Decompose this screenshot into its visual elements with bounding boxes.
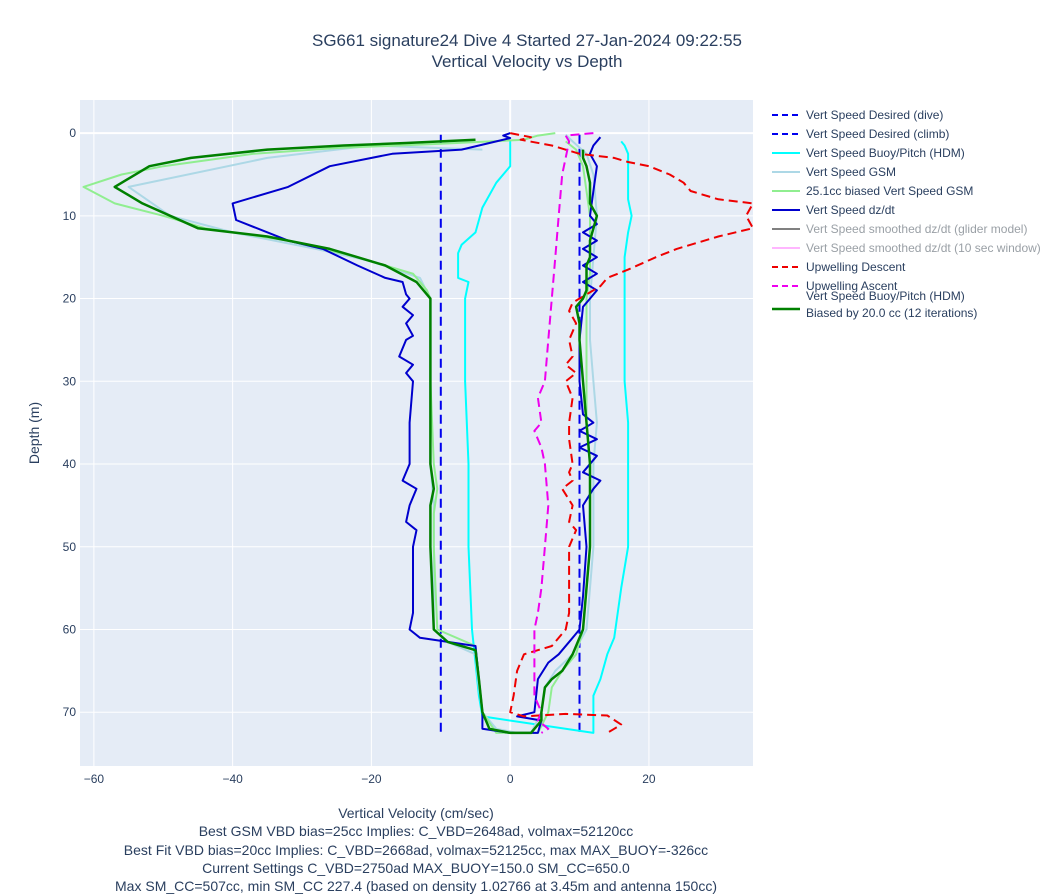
legend-item-9[interactable]: Upwelling Descent: [772, 260, 906, 274]
y-tick-label: 70: [63, 705, 77, 719]
y-tick-label: 0: [69, 126, 76, 140]
x-axis-note-1: Best GSM VBD bias=25cc Implies: C_VBD=26…: [199, 823, 634, 839]
chart-subtitle: Vertical Velocity vs Depth: [432, 52, 623, 71]
y-tick-label: 20: [63, 292, 77, 306]
x-tick-label: −40: [222, 772, 243, 786]
legend-label: Vert Speed Desired (climb): [806, 127, 949, 141]
x-axis-note-3: Current Settings C_VBD=2750ad MAX_BUOY=1…: [202, 860, 630, 876]
legend-item-10[interactable]: Upwelling Ascent: [772, 279, 898, 293]
legend-item-3[interactable]: Vert Speed Buoy/Pitch (HDM): [772, 146, 965, 160]
legend-item-11[interactable]: Vert Speed Buoy/Pitch (HDM) Biased by 20.…: [772, 289, 977, 320]
series-line-6: [231, 132, 602, 734]
x-axis-note-4: Max SM_CC=507cc, min SM_CC 227.4 (based …: [115, 878, 717, 894]
legend-label-line2: Biased by 20.0 cc (12 iterations): [806, 306, 977, 320]
legend-item-8[interactable]: Vert Speed smoothed dz/dt (10 sec window…: [772, 241, 1041, 255]
legend-label: Upwelling Descent: [806, 260, 906, 274]
legend-label: Vert Speed Desired (dive): [806, 108, 943, 122]
legend-label: Upwelling Ascent: [806, 279, 898, 293]
legend-label: Vert Speed smoothed dz/dt (glider model): [806, 222, 1027, 236]
legend-item-4[interactable]: Vert Speed GSM: [772, 165, 896, 179]
y-tick-labels: 0 10 20 30 40 50 60 70: [63, 126, 77, 719]
legend-item-2[interactable]: Vert Speed Desired (climb): [772, 127, 949, 141]
y-tick-label: 50: [63, 540, 77, 554]
chart-title: SG661 signature24 Dive 4 Started 27-Jan-…: [312, 31, 742, 50]
legend-label: Vert Speed smoothed dz/dt (10 sec window…: [806, 241, 1041, 255]
series-lines: [82, 132, 753, 735]
x-axis-title: Vertical Velocity (cm/sec): [338, 805, 494, 821]
y-tick-label: 40: [63, 457, 77, 471]
plot-area: [80, 100, 753, 766]
legend-label: Vert Speed GSM: [806, 165, 896, 179]
x-tick-label: 0: [507, 772, 514, 786]
zero-lines: [80, 100, 753, 766]
x-tick-labels: −60 −40 −20 0 20: [84, 772, 656, 786]
series-line-3: [457, 139, 633, 734]
y-tick-label: 60: [63, 622, 77, 636]
series-line-9: [509, 132, 753, 734]
grid-lines: [80, 100, 753, 766]
x-tick-label: −60: [84, 772, 105, 786]
y-axis-title: Depth (m): [26, 402, 42, 464]
legend-item-6[interactable]: Vert Speed dz/dt: [772, 203, 895, 217]
legend-item-5[interactable]: 25.1cc biased Vert Speed GSM: [772, 184, 973, 198]
x-tick-label: −20: [361, 772, 382, 786]
x-tick-label: 20: [642, 772, 656, 786]
legend-item-1[interactable]: Vert Speed Desired (dive): [772, 108, 943, 122]
series-line-11: [113, 138, 599, 735]
legend-label: Vert Speed Buoy/Pitch (HDM): [806, 146, 965, 160]
y-tick-label: 10: [63, 209, 77, 223]
legend[interactable]: Vert Speed Desired (dive) Vert Speed Desi…: [772, 108, 1041, 320]
legend-label: Vert Speed dz/dt: [806, 203, 895, 217]
legend-label: 25.1cc biased Vert Speed GSM: [806, 184, 973, 198]
x-axis-note-2: Best Fit VBD bias=20cc Implies: C_VBD=26…: [124, 842, 708, 858]
y-tick-label: 30: [63, 374, 77, 388]
legend-item-7[interactable]: Vert Speed smoothed dz/dt (glider model): [772, 222, 1027, 236]
legend-label: Vert Speed Buoy/Pitch (HDM): [806, 289, 965, 303]
